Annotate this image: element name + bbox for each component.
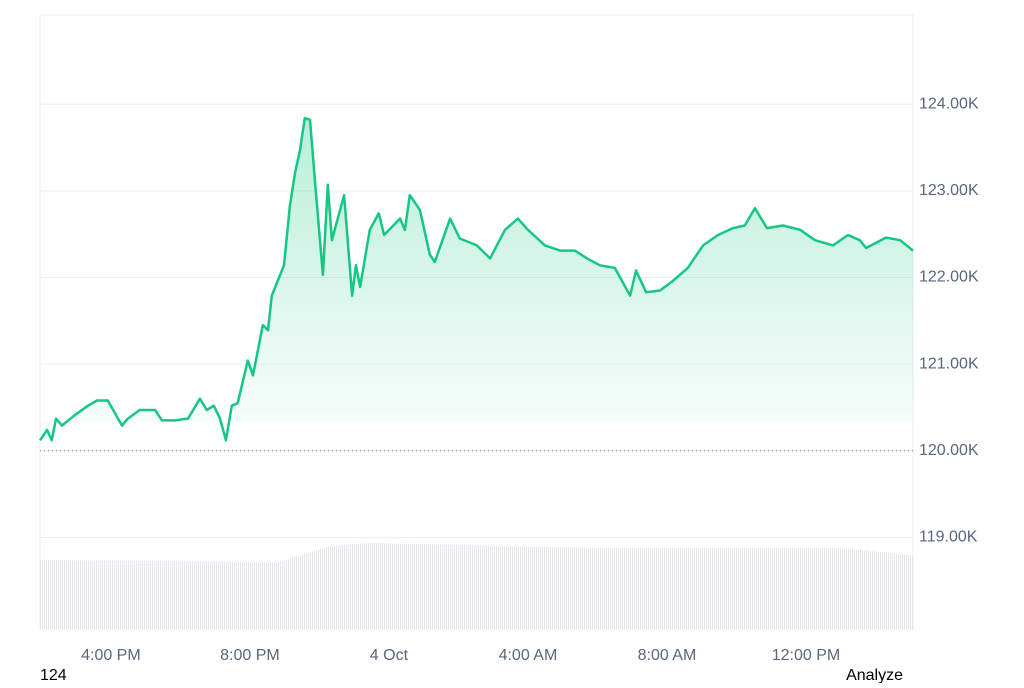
x-tick-label: 12:00 PM <box>772 647 840 664</box>
footer-left: 124 <box>40 667 67 683</box>
x-tick-label: 8:00 AM <box>638 647 697 664</box>
x-tick-label: 4:00 PM <box>81 647 141 664</box>
y-tick-label: 122.00K <box>919 269 979 286</box>
price-line <box>38 116 914 442</box>
x-tick-label: 4 Oct <box>370 647 409 664</box>
footer-right[interactable]: Analyze <box>846 667 903 684</box>
x-tick-label: 4:00 AM <box>499 647 558 664</box>
volume-bars <box>40 543 913 630</box>
y-tick-label: 120.00K <box>919 442 979 459</box>
y-tick-label: 119.00K <box>919 529 978 546</box>
area-fill <box>40 118 913 441</box>
y-tick-label: 121.00K <box>919 355 979 372</box>
x-tick-label: 8:00 PM <box>220 647 280 664</box>
y-tick-label: 123.00K <box>919 182 979 199</box>
y-tick-label: 124.00K <box>919 95 979 112</box>
